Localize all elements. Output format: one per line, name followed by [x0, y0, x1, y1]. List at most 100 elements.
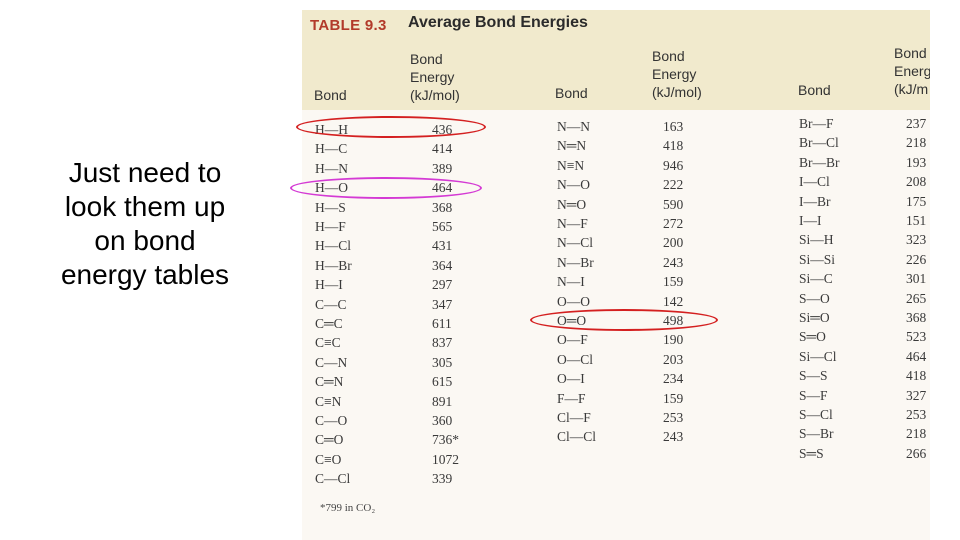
bond-energy-value: 200 [663, 235, 684, 251]
bond-energy-value: 208 [906, 174, 927, 190]
table-header-band [302, 10, 930, 110]
bond-label: I—I [799, 213, 822, 228]
bond-label: C═C [315, 316, 343, 331]
bond-energy-value: 590 [663, 196, 684, 212]
bond-label: Si—H [799, 232, 834, 248]
bond-label: N═O [557, 196, 587, 212]
bond-label: H—I [315, 277, 343, 293]
bond-label: H—C [315, 141, 348, 157]
bond-energy-value: 305 [432, 354, 453, 370]
bond-label: N—I [557, 274, 585, 290]
bond-label: H—N [315, 160, 348, 176]
bond-energy-value: 159 [663, 390, 684, 406]
bond-energy-value: 418 [663, 138, 684, 154]
bond-label: C═O [315, 432, 344, 448]
bond-label: S—Br [799, 426, 834, 442]
bond-label: F—F [557, 390, 586, 406]
bond-energy-value: 347 [432, 296, 453, 312]
bond-energy-value: 389 [432, 160, 453, 176]
highlight-o-o-double [530, 309, 718, 331]
bond-energy-value: 611 [432, 316, 452, 331]
bond-energy-value: 234 [663, 371, 684, 387]
highlight-h-o [290, 177, 482, 199]
caption-line-3: on bond [94, 225, 196, 256]
col3-energy-header-line1: Bond [894, 45, 927, 61]
bond-energy-value: 1072 [432, 451, 459, 467]
bond-label: S═O [799, 329, 826, 345]
col1-bond-header-text: Bond [314, 87, 347, 103]
bond-label: C—C [315, 296, 347, 312]
bond-energy-value: 414 [432, 141, 453, 157]
bond-energy-value: 243 [663, 254, 684, 270]
bond-energy-value: 327 [906, 387, 927, 403]
bond-label: C≡C [315, 335, 341, 351]
bond-label: N—N [557, 119, 590, 134]
bond-label: Si—C [799, 271, 833, 287]
bond-label: Si—Cl [799, 348, 837, 364]
bond-energy-table-scan: TABLE 9.3 Average Bond Energies Bond Bon… [302, 10, 930, 540]
bond-energy-value: 253 [663, 410, 684, 425]
bond-label: C—N [315, 354, 348, 370]
bond-label: O—F [557, 332, 588, 348]
table-title: Average Bond Energies [408, 14, 588, 31]
bond-label: Si═O [799, 310, 830, 325]
bond-energy-value: 266 [906, 445, 927, 461]
bond-label: H—Cl [315, 238, 352, 254]
bond-label: Br—Cl [799, 135, 839, 151]
bond-energy-value: 218 [906, 426, 927, 442]
col2-energy-header-line2: Energy [652, 66, 697, 82]
bond-energy-value: 360 [432, 413, 453, 428]
bond-energy-value: 142 [663, 293, 684, 309]
bond-label: S—S [799, 368, 828, 384]
bond-energy-value: 243 [663, 429, 684, 445]
bond-energy-value: 272 [663, 216, 684, 231]
bond-energy-value: 736* [432, 432, 459, 448]
bond-label: C═N [315, 374, 344, 390]
bond-energy-value: 297 [432, 277, 453, 293]
bond-label: S═S [799, 445, 824, 461]
bond-energy-value: 565 [432, 219, 453, 234]
bond-label: O—Cl [557, 351, 594, 367]
col2-energy-header-line1: Bond [652, 48, 685, 64]
bond-label: S—F [799, 387, 828, 403]
col3-energy-header-line2: Energ [894, 63, 930, 79]
bond-energy-value: 163 [663, 119, 684, 134]
col1-bond-header: Bond [314, 86, 347, 104]
bond-energy-value: 615 [432, 374, 453, 390]
table-footnote: *799 in CO₂ [320, 502, 376, 514]
table-number: TABLE 9.3 [310, 17, 387, 34]
caption-line-2: look them up [64, 191, 226, 222]
bond-label: C≡O [315, 451, 342, 467]
col2-bond-header: Bond [555, 84, 588, 102]
col3-bond-header-text: Bond [798, 82, 831, 98]
bond-energy-value: 431 [432, 238, 453, 254]
bond-label: N≡N [557, 157, 585, 173]
col1-energy-header-line1: Bond [410, 51, 443, 67]
bond-label: O—I [557, 371, 585, 387]
bond-label: I—Br [799, 193, 831, 209]
bond-energy-value: 418 [906, 368, 927, 384]
bond-label: O—O [557, 293, 590, 309]
bond-energy-value: 368 [432, 199, 453, 215]
bond-label: Si—Si [799, 251, 836, 267]
col3-bond-header: Bond [798, 81, 831, 99]
col3-energy-header: Bond Energ (kJ/m [894, 44, 930, 98]
bond-energy-value: 159 [663, 274, 684, 290]
bond-label: C≡N [315, 393, 342, 409]
highlight-h-h [296, 116, 486, 138]
bond-energy-value: 175 [906, 193, 927, 209]
col2-energy-header-line3: (kJ/mol) [652, 84, 702, 100]
caption-line-4: energy tables [60, 259, 230, 290]
bond-energy-value: 237 [906, 116, 927, 131]
bond-energy-value: 368 [906, 310, 927, 325]
bond-label: Cl—F [557, 410, 591, 425]
bond-energy-value: 891 [432, 393, 453, 409]
bond-label: Br—F [799, 116, 834, 131]
bond-energy-value: 364 [432, 257, 453, 273]
bond-energy-value: 151 [906, 213, 927, 228]
bond-label: I—Cl [799, 174, 830, 190]
bond-energy-value: 464 [906, 348, 927, 364]
bond-label: S—Cl [799, 407, 833, 422]
col2-bond-header-text: Bond [555, 85, 588, 101]
bond-label: H—Br [315, 257, 352, 273]
